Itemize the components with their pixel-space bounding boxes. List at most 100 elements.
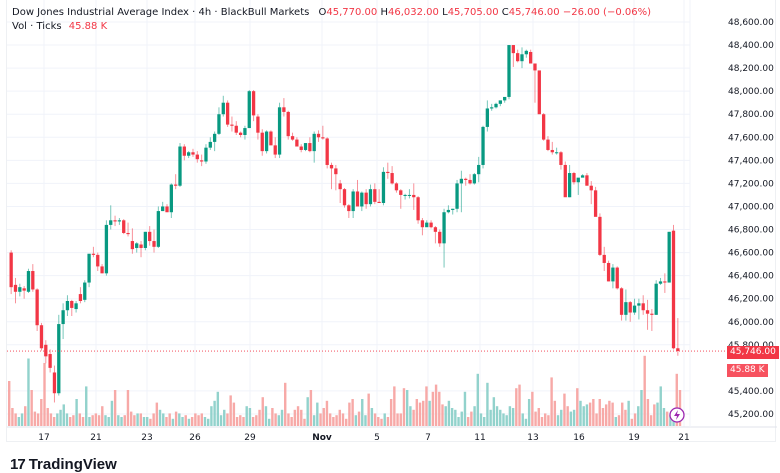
candle-body (152, 241, 156, 247)
candle-body (416, 197, 420, 221)
high-label: H (380, 7, 389, 18)
candle-body (182, 146, 186, 156)
volume-bar (325, 400, 329, 426)
volume-bar (377, 417, 380, 426)
volume-title[interactable]: Vol · Ticks (12, 21, 62, 32)
volume-bar (521, 413, 524, 426)
volume-bar (563, 393, 566, 426)
symbol-title[interactable]: Dow Jones Industrial Average Index · 4h … (12, 7, 310, 18)
volume-bar (91, 415, 94, 426)
volume-bar (284, 382, 287, 426)
volume-bar (117, 415, 120, 426)
volume-bar (78, 413, 82, 426)
candle-body (174, 184, 178, 186)
candle-body (165, 206, 169, 213)
candle-body (13, 284, 18, 292)
price-axis-label: 46,800.00 (728, 226, 774, 236)
volume-bar (373, 413, 377, 426)
candle-body (546, 139, 550, 150)
candle-body (100, 266, 104, 274)
volume-bar (380, 418, 383, 426)
volume-bar (335, 415, 338, 426)
volume-bar (608, 400, 611, 426)
volume-bar (210, 406, 213, 426)
candle-body (286, 111, 290, 137)
volume-bar (534, 411, 537, 426)
tradingview-logo-text: TradingView (28, 456, 117, 473)
volume-bar (290, 417, 293, 426)
candle-body (403, 194, 407, 196)
volume-bar (194, 413, 197, 426)
candle-body (264, 131, 269, 152)
candle-body (234, 125, 238, 133)
candle-body (113, 220, 117, 222)
candle-body (585, 175, 589, 186)
price-axis-label: 46,200.00 (728, 295, 774, 305)
candle-body (386, 171, 390, 174)
candle-body (273, 145, 277, 155)
candle-body (676, 348, 680, 352)
candle-body (554, 152, 559, 154)
candle-body (31, 271, 35, 290)
volume-bar (367, 393, 370, 426)
candle-body (654, 283, 658, 315)
candle-body (96, 254, 100, 267)
time-axis-label: 21 (678, 433, 689, 443)
candle-body (377, 201, 381, 204)
candle-body (247, 91, 251, 129)
candle-body (490, 107, 494, 109)
volume-bar (229, 395, 232, 426)
volume-bar (646, 399, 650, 426)
volume-bar (309, 390, 313, 426)
low-value: 45,705.00 (447, 7, 499, 18)
candle-body (650, 313, 654, 315)
candle-body (524, 50, 528, 55)
candle-body (260, 132, 264, 152)
price-axis-label: 45,400.00 (728, 387, 774, 397)
candle-body (645, 310, 650, 314)
volume-bar (27, 358, 30, 426)
candle-body (468, 179, 472, 184)
candle-body (364, 192, 368, 205)
volume-bar (633, 413, 637, 426)
volume-bar (412, 409, 415, 426)
candle-body (282, 107, 286, 112)
volume-bar (113, 390, 117, 426)
volume-bar (65, 413, 69, 426)
candle-body (143, 231, 148, 248)
candle-body (511, 45, 515, 54)
volume-bar (184, 415, 187, 426)
tradingview-logo[interactable]: 17 TradingView (10, 456, 117, 473)
time-axis-label: 21 (90, 433, 101, 443)
candle-body (559, 152, 563, 165)
candle-body (303, 143, 308, 150)
volume-bar (550, 377, 553, 426)
volume-bar (579, 400, 582, 426)
candle-body (477, 164, 481, 175)
volume-bar (129, 411, 133, 426)
volume-bar (162, 413, 165, 426)
candle-body (299, 146, 303, 150)
price-axis-label: 46,400.00 (728, 272, 774, 282)
price-axis-label: 48,600.00 (728, 18, 774, 28)
volume-bar (454, 409, 457, 426)
price-axis-label: 48,400.00 (728, 41, 774, 51)
volume-bar (75, 399, 78, 426)
volume-bar (11, 408, 14, 426)
volume-bar (245, 406, 248, 426)
volume-bar (216, 391, 220, 426)
volume-bar (85, 386, 88, 426)
volume-bar (473, 406, 476, 426)
candle-body (567, 173, 572, 198)
price-axis-label: 48,000.00 (728, 87, 774, 97)
volume-bar (415, 399, 419, 426)
candle-body (593, 190, 598, 217)
candle-body (57, 324, 61, 394)
volume-bar (409, 406, 412, 426)
volume-row: Vol · Ticks 45.88 K (12, 20, 651, 34)
volume-bar (206, 418, 210, 426)
candle-body (321, 137, 325, 139)
volume-bar (30, 390, 33, 426)
volume-bar (470, 411, 473, 426)
